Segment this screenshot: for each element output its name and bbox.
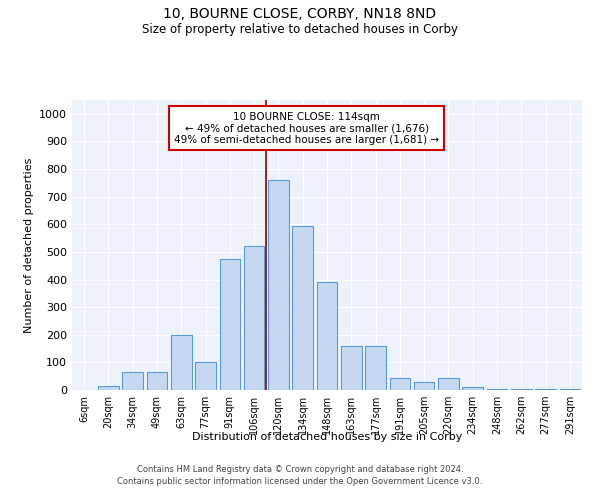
Bar [268,180,289,390]
Text: 10 BOURNE CLOSE: 114sqm
← 49% of detached houses are smaller (1,676)
49% of semi: 10 BOURNE CLOSE: 114sqm ← 49% of detache… [174,112,439,145]
Bar [487,388,508,390]
Bar [511,388,532,390]
Bar [414,382,434,390]
Bar [98,386,119,390]
Text: Distribution of detached houses by size in Corby: Distribution of detached houses by size … [192,432,462,442]
Bar [365,346,386,390]
Text: 10, BOURNE CLOSE, CORBY, NN18 8ND: 10, BOURNE CLOSE, CORBY, NN18 8ND [163,8,437,22]
Bar [389,378,410,390]
Bar [438,378,459,390]
Bar [244,246,265,390]
Bar [463,387,483,390]
Bar [195,362,216,390]
Bar [292,226,313,390]
Y-axis label: Number of detached properties: Number of detached properties [23,158,34,332]
Bar [317,282,337,390]
Text: Contains HM Land Registry data © Crown copyright and database right 2024.: Contains HM Land Registry data © Crown c… [137,465,463,474]
Bar [146,372,167,390]
Text: Contains public sector information licensed under the Open Government Licence v3: Contains public sector information licen… [118,478,482,486]
Bar [220,259,240,390]
Text: Size of property relative to detached houses in Corby: Size of property relative to detached ho… [142,22,458,36]
Bar [535,388,556,390]
Bar [560,388,580,390]
Bar [341,346,362,390]
Bar [171,335,191,390]
Bar [122,372,143,390]
